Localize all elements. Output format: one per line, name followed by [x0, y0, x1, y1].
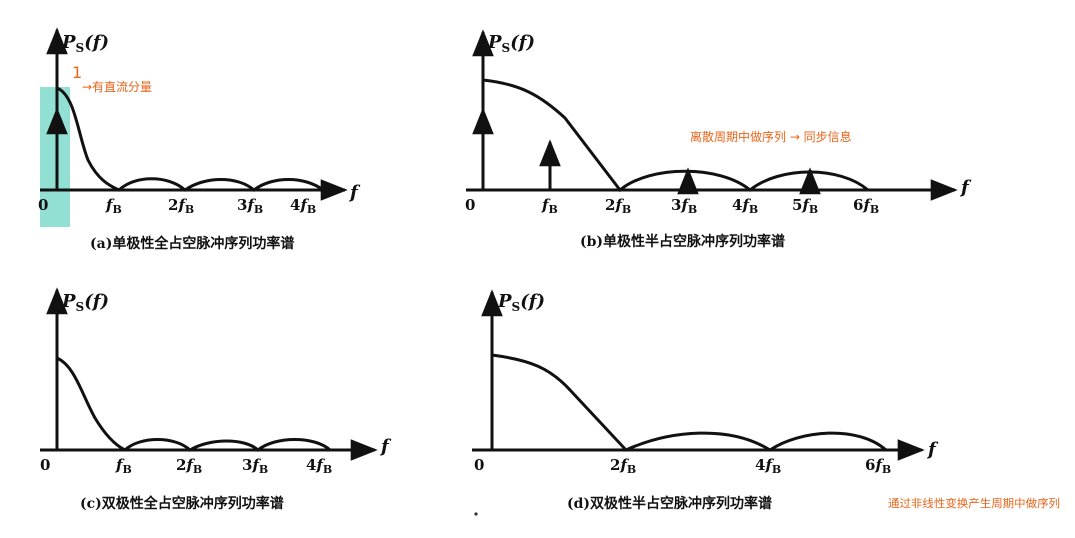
stray-dot — [474, 512, 478, 516]
tick-label: 4fB — [732, 196, 758, 216]
spectrum-curve — [56, 86, 324, 192]
x-label: f — [348, 182, 361, 203]
y-label: PS(f) — [61, 32, 109, 55]
tick-label: 4fB — [306, 456, 332, 476]
tick-label: fB — [115, 456, 132, 476]
tick-label: 5fB — [792, 196, 818, 216]
annotation-dc: →有直流分量 — [82, 80, 152, 94]
x-label: f — [926, 439, 939, 460]
caption: (b)单极性半占空脉冲序列功率谱 — [580, 233, 785, 250]
caption: (c)双极性全占空脉冲序列功率谱 — [80, 495, 284, 512]
tick-label: 6fB — [853, 196, 879, 216]
spectrum-curve — [491, 353, 887, 452]
tick-label: 2fB — [610, 456, 636, 476]
x-label: f — [379, 436, 392, 457]
tick-label: 2fB — [605, 196, 631, 216]
panel-b: 离散周期中做序列 → 同步信息 PS(f) f 0 fB 2fB 3fB 4fB… — [465, 29, 972, 250]
tick-label: 4fB — [755, 456, 781, 476]
y-label: PS(f) — [61, 291, 109, 314]
tick-label: fB — [541, 196, 558, 216]
tick-label: 3fB — [242, 456, 268, 476]
spectrum-curve — [56, 356, 332, 452]
y-label: PS(f) — [487, 32, 535, 55]
tick-label: 3fB — [237, 196, 263, 216]
origin-label: 0 — [474, 456, 484, 474]
tick-label: 4fB — [290, 196, 316, 216]
tick-label: fB — [105, 196, 122, 216]
impulse-weight-label: 1 — [72, 63, 82, 82]
caption: (d)双极性半占空脉冲序列功率谱 — [567, 495, 772, 512]
tick-label: 2fB — [176, 456, 202, 476]
caption: (a)单极性全占空脉冲序列功率谱 — [90, 235, 294, 252]
y-label: PS(f) — [497, 291, 545, 314]
annotation-sync: 离散周期中做序列 → 同步信息 — [690, 129, 852, 144]
annotation-nonlinear: 通过非线性变换产生周期中做序列 — [888, 496, 1060, 510]
panel-d: PS(f) f 0 2fB 4fB 6fB (d)双极性半占空脉冲序列功率谱 通… — [472, 289, 1060, 512]
origin-label: 0 — [38, 196, 48, 214]
tick-label: 6fB — [865, 456, 891, 476]
x-label: f — [959, 177, 972, 198]
tick-label: 3fB — [671, 196, 697, 216]
origin-label: 0 — [40, 456, 50, 474]
tick-label: 2fB — [168, 196, 194, 216]
origin-label: 0 — [465, 196, 475, 214]
panel-a: 1 →有直流分量 PS(f) f 0 fB 2fB 3fB 4fB (a)单极性… — [38, 27, 361, 252]
panel-c: PS(f) f 0 fB 2fB 3fB 4fB (c)双极性全占空脉冲序列功率… — [40, 287, 392, 512]
